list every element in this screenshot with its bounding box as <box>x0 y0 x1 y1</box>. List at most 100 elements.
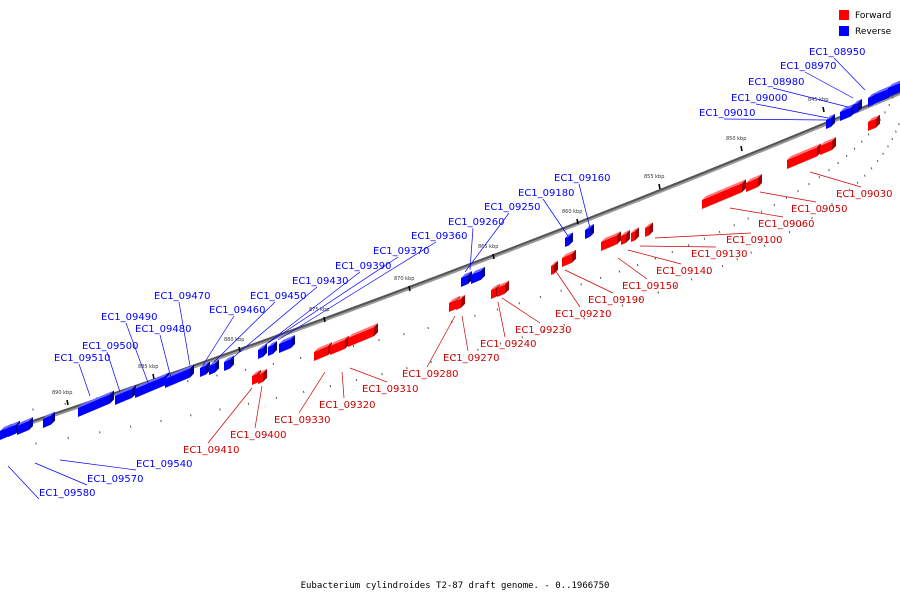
reverse-leader-line <box>213 301 276 363</box>
forward-leader-line <box>564 269 614 294</box>
gene-end-face <box>481 266 485 280</box>
gene-front-face <box>461 275 468 287</box>
gene-front-face <box>820 140 832 155</box>
gene-front-face <box>115 388 132 405</box>
reverse-gene <box>268 340 277 356</box>
kbp-label: 890 kbp <box>52 390 72 396</box>
kbp-label: 885 kbp <box>138 364 158 370</box>
gene-front-face <box>702 183 742 209</box>
forward-gene <box>631 227 639 242</box>
minor-tick <box>876 159 879 163</box>
gene-end-face <box>263 343 267 357</box>
reverse-gene-label: EC1_09470 <box>154 291 210 302</box>
minor-tick <box>216 374 218 377</box>
minor-tick <box>430 360 432 364</box>
minor-tick <box>521 336 523 339</box>
gene-end-face <box>742 179 746 193</box>
reverse-leader-line <box>542 198 569 237</box>
gene-top-face <box>209 359 219 366</box>
minor-tick <box>275 396 278 400</box>
gene-top-face <box>562 249 576 258</box>
gene-front-face <box>279 338 291 353</box>
reverse-gene <box>826 113 835 129</box>
minor-tick <box>750 251 752 254</box>
legend-forward-swatch <box>839 10 849 20</box>
reverse-gene-label: EC1_09490 <box>101 312 157 323</box>
gene-end-face <box>461 294 465 308</box>
gene-end-face <box>858 98 862 112</box>
minor-tick <box>721 264 724 268</box>
gene-top-face <box>165 364 194 379</box>
gene-front-face <box>0 427 8 440</box>
minor-tick <box>539 295 542 299</box>
forward-leader-line <box>426 315 456 368</box>
reverse-leader-line <box>7 465 40 500</box>
minor-tick <box>895 130 897 133</box>
minor-tick <box>427 326 429 330</box>
minor-tick <box>845 154 848 158</box>
reverse-gene-label: EC1_08970 <box>780 61 836 72</box>
gene-end-face <box>263 368 267 382</box>
kbp-label: 845 kbp <box>808 97 828 103</box>
forward-gene <box>258 368 267 384</box>
gene-end-face <box>190 364 194 378</box>
forward-gene-label: EC1_09190 <box>588 295 644 306</box>
forward-gene-label: EC1_09280 <box>402 369 458 380</box>
minor-tick <box>884 111 886 114</box>
reverse-gene-label: EC1_09580 <box>39 488 95 499</box>
gene-top-face <box>135 372 169 389</box>
minor-tick <box>190 414 192 417</box>
minor-tick <box>64 402 66 406</box>
forward-gene-label: EC1_09310 <box>362 384 418 395</box>
reverse-leader-line <box>833 57 866 91</box>
gene-front-face <box>746 177 758 192</box>
minor-tick <box>892 96 894 99</box>
forward-gene-label: EC1_09030 <box>836 189 892 200</box>
gene-top-face <box>314 342 332 352</box>
minor-tick <box>888 103 890 107</box>
forward-leader-line <box>729 207 784 218</box>
reverse-gene-label: EC1_09510 <box>54 353 110 364</box>
gene-top-face <box>279 334 295 344</box>
forward-leader-line <box>461 315 469 352</box>
forward-gene-label: EC1_09060 <box>758 219 814 230</box>
gene-front-face <box>826 117 831 129</box>
gene-top-face <box>78 390 114 408</box>
reverse-leader-line <box>267 256 399 344</box>
gene-end-face <box>51 411 55 425</box>
legend-forward-label: Forward <box>855 11 891 21</box>
minor-tick <box>736 258 738 261</box>
gene-end-face <box>626 229 630 243</box>
gene-top-face <box>491 283 500 290</box>
minor-tick <box>706 271 709 274</box>
minor-tick <box>32 408 34 411</box>
gene-top-face <box>456 294 465 301</box>
gene-top-face <box>497 280 509 288</box>
minor-tick <box>718 230 721 234</box>
minor-tick <box>760 210 763 213</box>
gene-top-face <box>874 85 892 95</box>
reverse-gene-label: EC1_09540 <box>136 459 192 470</box>
gene-top-face <box>268 340 277 347</box>
gene-top-face <box>8 420 20 428</box>
forward-leader-line <box>501 297 541 324</box>
gene-top-face <box>645 222 653 228</box>
reverse-gene-label: EC1_08980 <box>748 77 804 88</box>
gene-top-face <box>449 296 460 303</box>
forward-gene <box>348 323 378 347</box>
minor-tick <box>329 384 332 388</box>
minor-tick <box>381 373 383 376</box>
reverse-leader-line <box>772 87 849 108</box>
gene-top-face <box>787 143 821 160</box>
gene-front-face <box>449 300 456 312</box>
gene-front-face <box>258 372 263 384</box>
kbp-major-tick <box>152 373 155 380</box>
forward-gene <box>645 222 653 237</box>
minor-tick <box>703 237 706 240</box>
gene-top-face <box>826 113 835 120</box>
minor-tick <box>583 317 585 320</box>
kbp-label: 875 kbp <box>309 307 329 313</box>
minor-tick <box>477 348 479 351</box>
gene-front-face <box>874 89 888 104</box>
